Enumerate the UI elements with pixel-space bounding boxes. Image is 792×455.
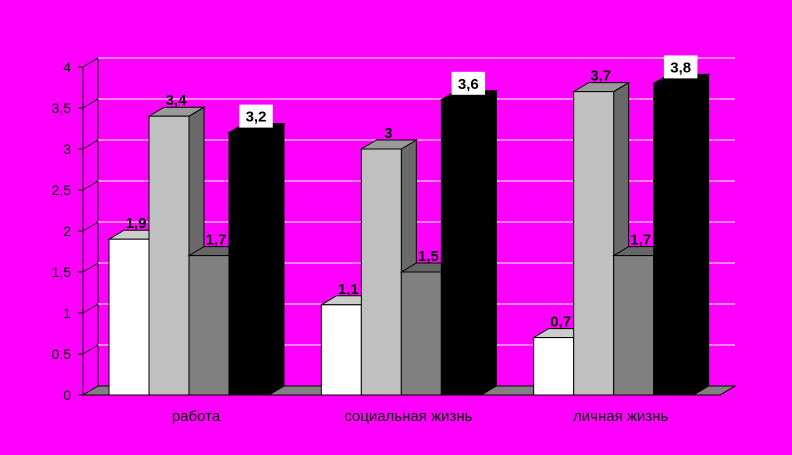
bar: [108, 238, 150, 396]
gridline-depth: [82, 303, 99, 314]
gridline-depth: [82, 180, 99, 191]
data-label: 1,7: [630, 232, 651, 249]
data-label: 3,7: [590, 68, 611, 85]
bar: [188, 255, 230, 396]
bar: [320, 304, 362, 396]
data-label: 3,2: [246, 109, 267, 126]
y-tick-label: 3: [63, 141, 71, 157]
bar: [400, 271, 442, 396]
y-tick-label: 0: [63, 387, 71, 403]
bar-side: [480, 89, 497, 396]
y-tick-label: 4: [63, 59, 71, 75]
y-tick-label: 0,5: [52, 346, 72, 362]
x-category-label: личная жизнь: [573, 408, 668, 425]
data-label: 3,4: [166, 92, 188, 109]
data-label: 0,7: [550, 314, 571, 331]
bar: [228, 132, 270, 396]
gridline-depth: [82, 344, 99, 355]
gridline-depth: [82, 221, 99, 232]
gridline-depth: [82, 57, 99, 68]
data-label: 1,9: [126, 215, 147, 232]
y-tick-label: 2,5: [52, 182, 72, 198]
data-label: 3,8: [670, 59, 691, 76]
bar-side: [693, 73, 710, 396]
bar: [653, 82, 695, 396]
data-label: 1,1: [338, 281, 359, 298]
bar: [360, 148, 402, 396]
data-label: 3,6: [458, 76, 479, 93]
data-label: 1,5: [418, 248, 439, 265]
data-label-box: [451, 71, 486, 95]
x-category-label: социальная жизнь: [344, 408, 472, 425]
gridline-depth: [82, 139, 99, 150]
bars-layer: [107, 73, 711, 396]
gridline-depth: [82, 262, 99, 273]
gridline-depth: [82, 98, 99, 109]
bar: [148, 115, 190, 396]
data-label: 3: [384, 125, 392, 142]
y-tick-label: 2: [63, 223, 71, 239]
x-category-label: работа: [172, 408, 221, 425]
data-label-box: [239, 104, 273, 128]
data-label-box: [663, 55, 698, 79]
bar-side: [268, 122, 285, 396]
bar: [440, 99, 482, 396]
labels-layer: 0 0,5 1 1,5 2 2,5 3 3,5 4 1,9 3,4 1,7 3,2 работа 1,1 3 1…: [52, 55, 698, 425]
y-tick-label: 3,5: [52, 100, 72, 116]
y-tick-label: 1: [63, 305, 71, 321]
data-label: 1,7: [206, 232, 227, 249]
bar: [613, 255, 655, 396]
bar: [533, 337, 575, 396]
bar: [573, 91, 615, 396]
y-tick-label: 1,5: [52, 264, 72, 280]
